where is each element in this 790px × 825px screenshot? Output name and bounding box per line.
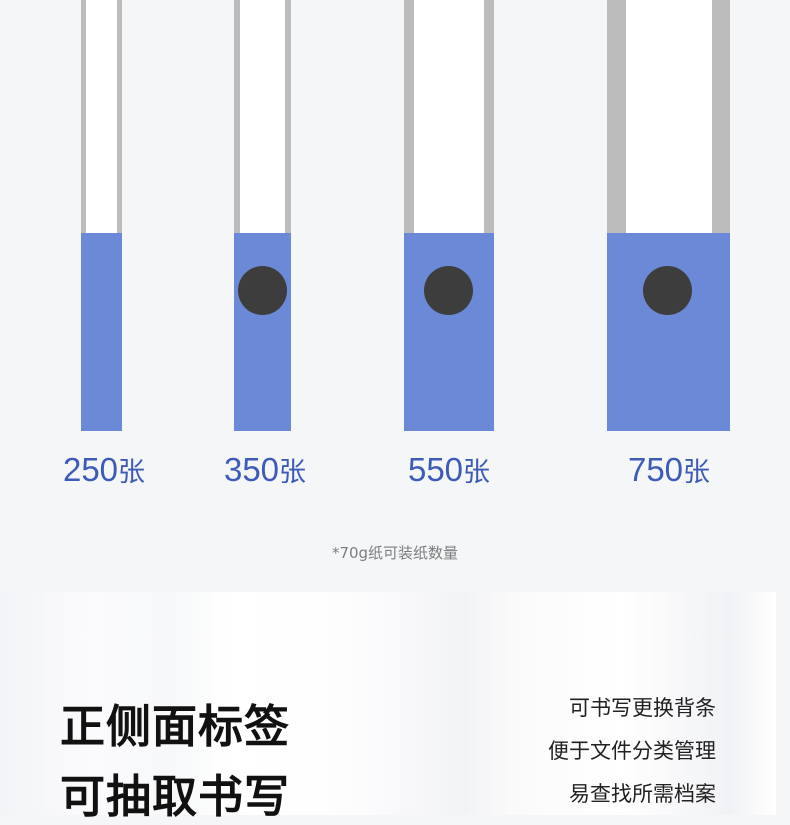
binder-spine [607, 233, 730, 431]
feature-panel: 正侧面标签 可抽取书写 可书写更换背条 便于文件分类管理 易查找所需档案 [0, 592, 776, 823]
feature-desc-line-3: 易查找所需档案 [569, 782, 716, 806]
binder-spine [404, 233, 494, 431]
binder-750 [607, 0, 730, 431]
feature-desc-line-2: 便于文件分类管理 [548, 739, 716, 763]
finger-hole-icon [643, 266, 692, 315]
binder-350 [234, 0, 291, 431]
binder-spine [234, 233, 291, 431]
binder-550 [404, 0, 494, 431]
feature-title-line-2: 可抽取书写 [60, 770, 291, 823]
binder-spine [81, 233, 122, 431]
capacity-label-750: 750张 [627, 451, 711, 488]
finger-hole-icon [238, 266, 287, 315]
capacity-label-250: 250张 [62, 451, 146, 488]
capacity-label-350: 350张 [223, 451, 307, 488]
feature-title-line-1: 正侧面标签 [60, 700, 291, 753]
capacity-label-550: 550张 [407, 451, 491, 488]
feature-desc-line-1: 可书写更换背条 [569, 696, 716, 720]
footnote: *70g纸可装纸数量 [331, 544, 459, 562]
binder-250 [81, 0, 122, 431]
finger-hole-icon [424, 266, 473, 315]
